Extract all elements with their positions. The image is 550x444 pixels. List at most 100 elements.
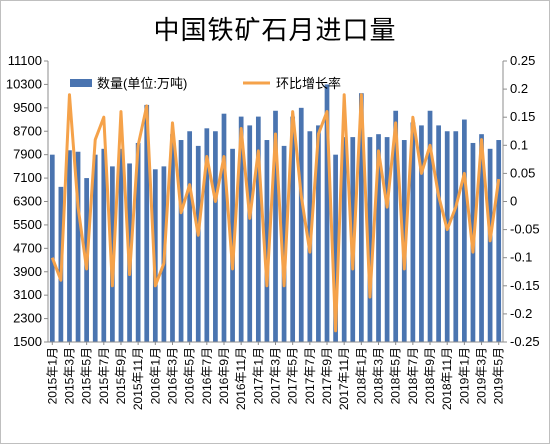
x-tick-label-10: 2016年9月: [217, 347, 231, 404]
left-tick-label-6: 6300: [13, 194, 42, 209]
bar-31: [316, 125, 321, 343]
bar-8: [118, 148, 124, 342]
chart-title: 中国铁矿石月进口量: [153, 16, 397, 46]
x-tick-label-21: 2018年7月: [406, 347, 420, 404]
left-tick-label-4: 4700: [13, 240, 42, 255]
right-tick-label-5: 0: [510, 194, 517, 209]
bar-52: [496, 140, 502, 342]
x-tick-label-17: 2017年11月: [337, 347, 351, 410]
bar-36: [358, 93, 364, 342]
x-tick-label-14: 2017年5月: [286, 347, 300, 404]
bar-20: [221, 113, 227, 342]
legend: 数量(单位:万吨) 环比增长率: [70, 76, 341, 91]
bar-48: [462, 119, 467, 342]
x-tick-label-16: 2017年9月: [320, 347, 334, 404]
left-tick-label-5: 5500: [13, 217, 42, 232]
x-tick-label-15: 2017年7月: [303, 347, 317, 404]
right-tick-label-1: -0.2: [510, 306, 532, 321]
left-tick-label-2: 3100: [13, 287, 42, 302]
bar-46: [444, 131, 450, 342]
bar-18: [204, 128, 210, 342]
bar-37: [367, 137, 373, 342]
bar-17: [195, 145, 201, 342]
x-tick-label-4: 2015年9月: [114, 347, 128, 404]
bar-34: [341, 137, 347, 342]
bar-3: [75, 151, 81, 342]
left-tick-label-12: 11100: [8, 53, 42, 68]
right-tick-label-9: 0.2: [510, 81, 528, 96]
right-tick-label-0: -0.25: [510, 334, 540, 349]
bar-50: [479, 134, 484, 342]
right-axis-ticks: -0.25 -0.2 -0.15 -0.1 -0.05 0 0.05 0.1 0.15 0.2 0.…: [503, 53, 540, 349]
right-tick-label-7: 0.1: [510, 137, 528, 152]
x-tick-label-8: 2016年5月: [183, 347, 197, 404]
x-tick-label-1: 2015年3月: [62, 347, 76, 404]
bar-26: [273, 110, 278, 342]
x-tick-label-18: 2018年1月: [354, 347, 368, 404]
left-tick-label-8: 7900: [13, 147, 42, 162]
bar-23: [247, 125, 253, 343]
x-tick-label-5: 2015年11月: [131, 347, 145, 410]
bar-33: [333, 154, 338, 342]
bar-38: [376, 134, 381, 342]
left-tick-label-0: 1500: [13, 334, 42, 349]
bar-39: [384, 137, 390, 342]
bar-series: [49, 84, 502, 343]
right-tick-label-4: -0.05: [510, 222, 540, 237]
left-tick-label-10: 9500: [13, 100, 42, 115]
right-tick-label-10: 0.25: [510, 53, 535, 68]
x-tick-label-26: 2019年5月: [492, 347, 506, 404]
right-tick-label-3: -0.1: [510, 250, 532, 265]
bar-29: [298, 107, 304, 342]
bar-25: [264, 140, 270, 342]
right-tick-label-6: 0.05: [510, 165, 535, 180]
x-tick-label-13: 2017年3月: [269, 347, 283, 404]
bar-32: [324, 84, 330, 343]
left-tick-label-3: 3900: [13, 264, 42, 279]
bar-40: [393, 110, 399, 342]
x-tick-label-11: 2016年11月: [234, 347, 248, 410]
right-tick-label-2: -0.15: [510, 278, 540, 293]
bar-7: [110, 166, 115, 343]
line-series: [50, 93, 501, 333]
x-tick-label-2: 2015年5月: [80, 347, 94, 404]
bar-10: [135, 142, 141, 342]
x-tick-label-0: 2015年1月: [45, 347, 59, 404]
bar-22: [238, 116, 244, 342]
bar-0: [49, 154, 55, 342]
bar-43: [419, 125, 424, 343]
x-tick-label-23: 2018年11月: [440, 347, 454, 410]
x-tick-label-24: 2019年1月: [457, 347, 471, 404]
left-tick-label-9: 8700: [13, 123, 42, 138]
legend-bar-label: 数量(单位:万吨): [97, 76, 187, 91]
right-tick-label-8: 0.15: [510, 109, 535, 124]
x-tick-label-19: 2018年3月: [372, 347, 386, 404]
x-tick-label-3: 2015年7月: [97, 347, 111, 404]
bar-27: [281, 145, 287, 342]
left-axis-ticks: 1500 2300 3100 3900 4700 5500 6300 7100 7900 8700…: [6, 53, 48, 349]
bar-19: [213, 131, 218, 342]
bar-16: [187, 131, 193, 342]
bar-45: [436, 125, 441, 343]
bar-28: [290, 116, 296, 342]
bar-11: [144, 104, 150, 342]
bar-51: [487, 148, 493, 342]
bar-15: [178, 140, 184, 342]
x-tick-label-9: 2016年7月: [200, 347, 214, 404]
x-axis-ticks: 2015年1月 2015年3月 2015年5月 2015年7月 2015年9月 2015年…: [45, 342, 506, 410]
bar-42: [410, 122, 416, 342]
left-tick-label-7: 7100: [13, 170, 42, 185]
x-tick-label-12: 2017年1月: [251, 347, 265, 404]
bar-6: [101, 148, 107, 342]
legend-bar-swatch: [70, 79, 92, 87]
left-tick-label-1: 2300: [13, 311, 42, 326]
bar-41: [401, 140, 407, 342]
bar-5: [92, 154, 98, 342]
bar-2: [67, 150, 72, 342]
legend-line-label: 环比增长率: [276, 76, 341, 91]
x-tick-label-25: 2019年3月: [475, 347, 489, 404]
x-tick-label-6: 2016年1月: [148, 347, 162, 404]
bar-24: [255, 116, 261, 342]
x-tick-label-7: 2016年3月: [165, 347, 179, 404]
